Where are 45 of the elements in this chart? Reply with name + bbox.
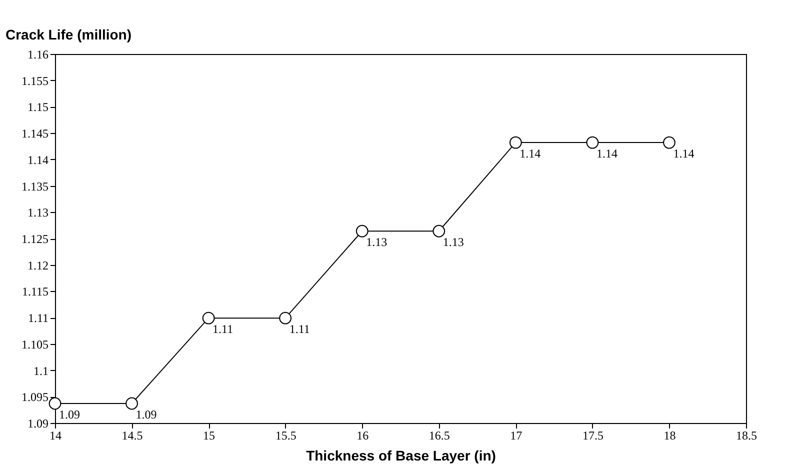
x-tick-label: 16 [356, 428, 369, 442]
data-label: 1.13 [366, 235, 388, 250]
point [356, 224, 368, 238]
y-tick-label: 1.095 [22, 390, 48, 404]
y-tick-label: 1.105 [22, 337, 48, 352]
y-tick-label: 1.145 [22, 126, 48, 141]
point [432, 224, 446, 238]
y-tick-label: 1.12 [28, 258, 48, 272]
point [509, 136, 522, 149]
x-axis-title: Thickness of Base Layer (in) [306, 448, 496, 464]
point [126, 397, 138, 410]
data-label: 1.13 [442, 235, 464, 250]
x-tick-label: 16.5 [428, 428, 450, 442]
x-tick-label: 14 [50, 428, 62, 442]
y-tick-label: 1.115 [22, 284, 48, 299]
data-label: 1.09 [136, 407, 157, 422]
x-tick-label: 15 [203, 428, 216, 442]
y-tick-label: 1.155 [22, 74, 48, 88]
data-label: 1.11 [212, 322, 234, 336]
y-tick-label: 1.14 [28, 152, 48, 167]
point [202, 312, 215, 324]
x-tick-label: 18.5 [736, 428, 757, 442]
point [279, 312, 292, 324]
y-tick-label: 1.125 [22, 232, 48, 246]
y-tick-label: 1.16 [28, 48, 48, 62]
y-tick-label: 1.15 [28, 100, 48, 114]
point [586, 136, 599, 149]
y-tick-label: 1.13 [28, 206, 48, 220]
data-label: 1.14 [520, 146, 541, 161]
point [663, 136, 676, 149]
x-tick-label: 17.5 [582, 428, 604, 442]
y-tick-label: 1.09 [28, 416, 48, 430]
x-tick-label: 14.5 [122, 428, 143, 442]
point [48, 397, 62, 410]
x-tick-label: 18 [664, 428, 676, 442]
x-tick-label: 17 [510, 428, 522, 442]
data-label: 1.11 [289, 322, 310, 336]
x-tick-label: 15.5 [275, 428, 296, 442]
data-label: 1.09 [59, 407, 80, 422]
y-tick-label: 1.11 [28, 311, 48, 326]
y-axis-title: Crack Life (million) [6, 26, 132, 42]
y-tick-label: 1.1 [34, 364, 48, 378]
y-tick-label: 1.135 [22, 179, 48, 194]
data-label: 1.14 [596, 146, 618, 161]
data-label: 1.14 [673, 146, 694, 161]
